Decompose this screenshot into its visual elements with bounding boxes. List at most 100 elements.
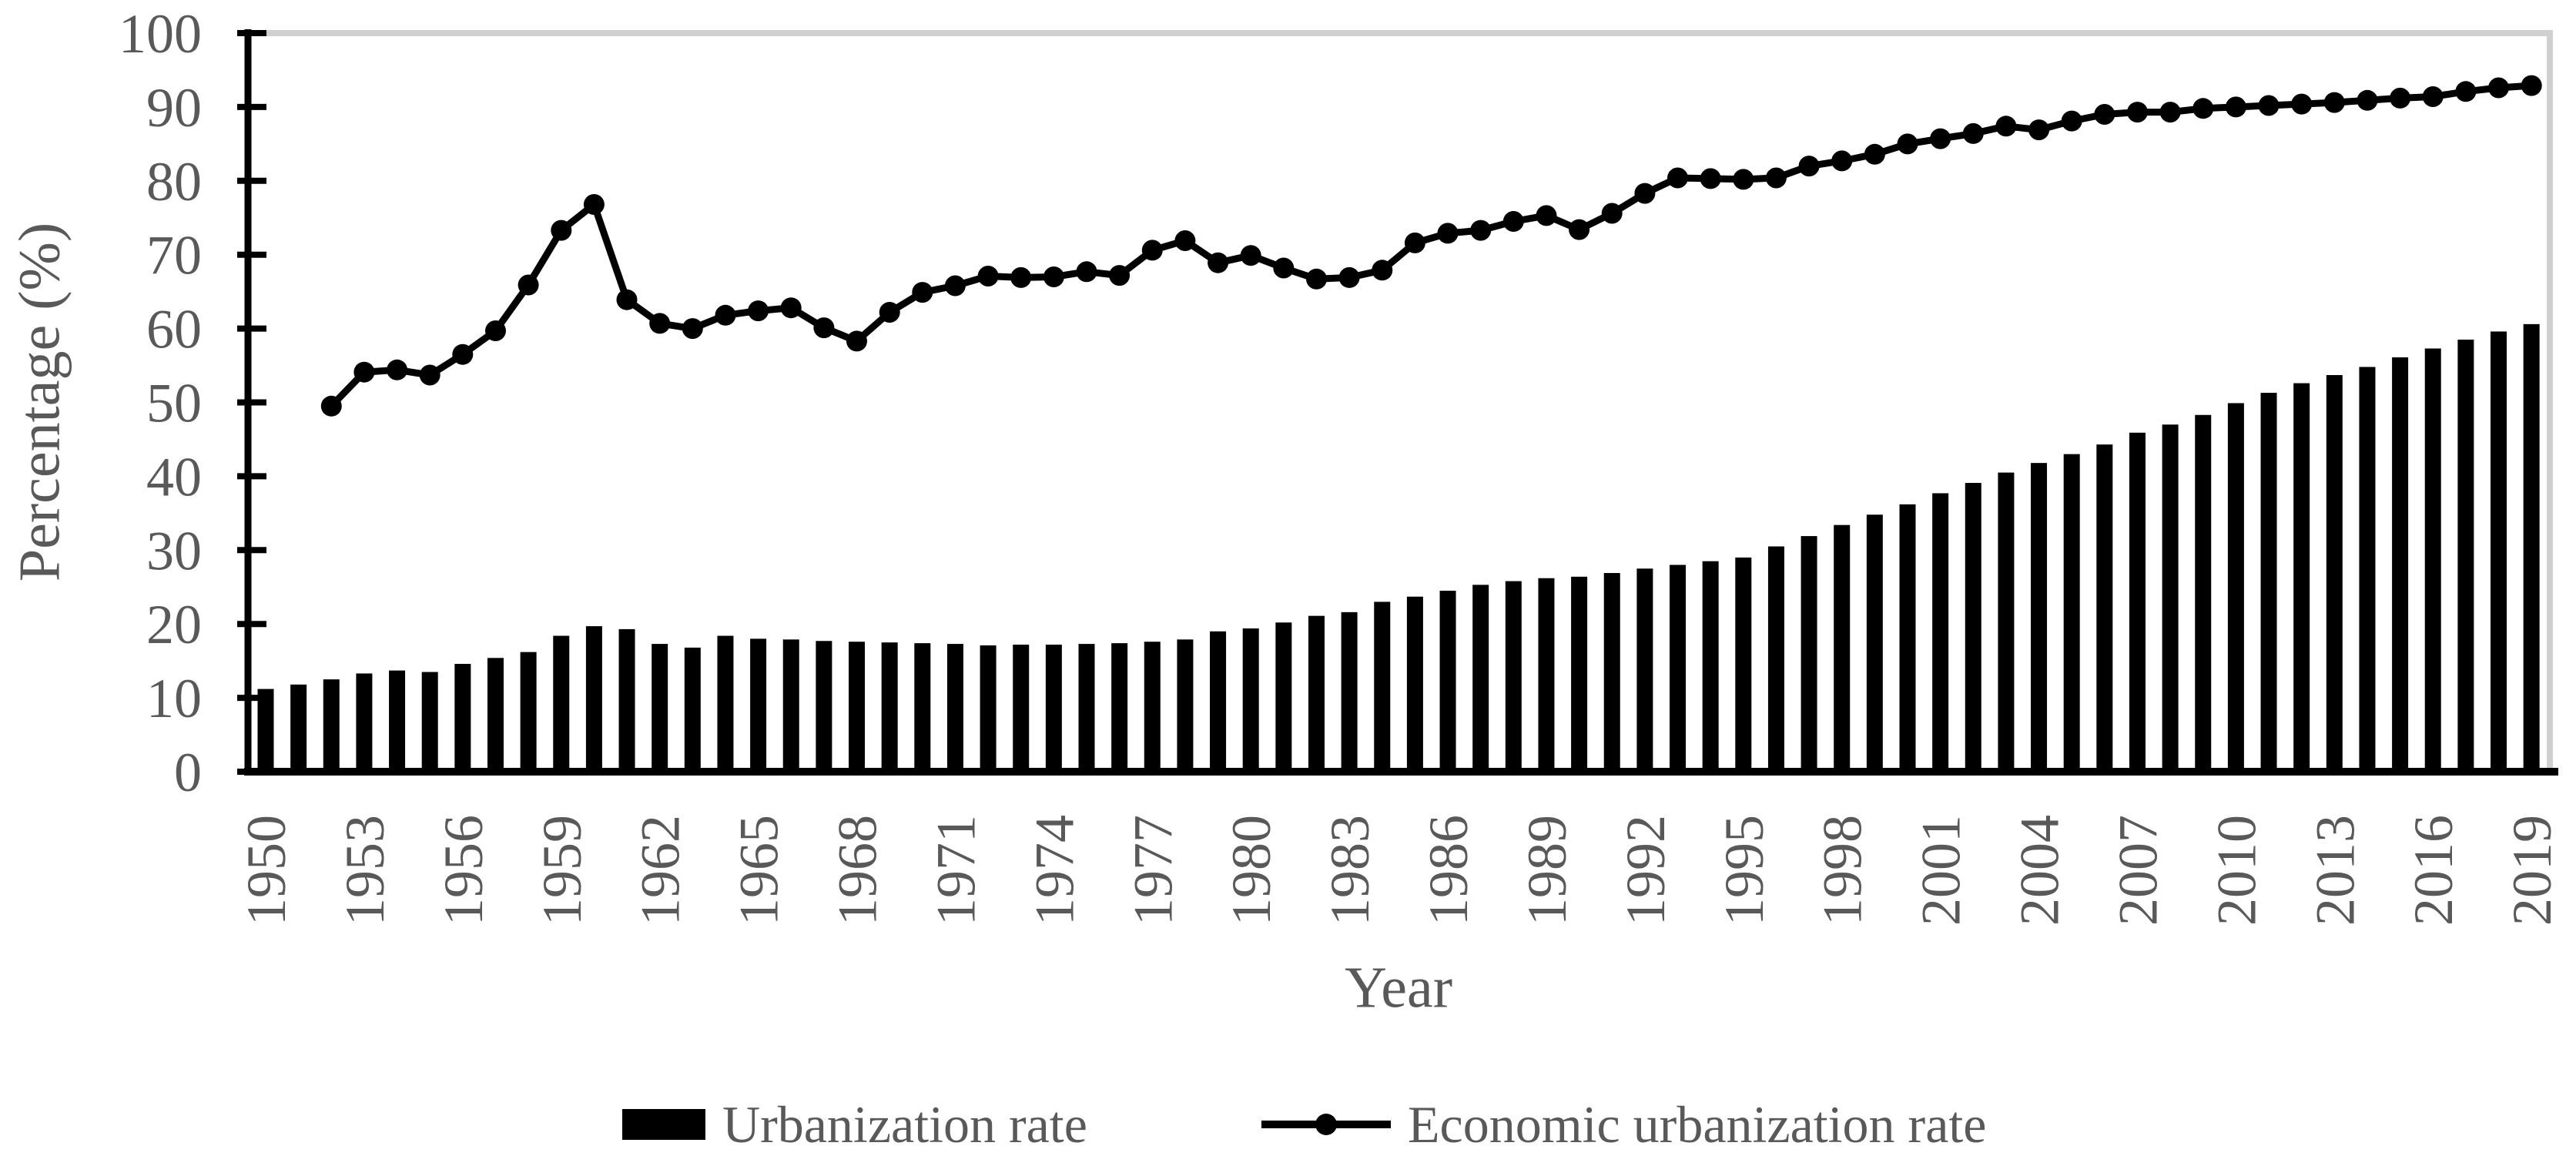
bar-1974 bbox=[1045, 645, 1062, 772]
line-marker bbox=[846, 330, 867, 352]
line-marker bbox=[452, 343, 474, 365]
x-tick-label: 1965 bbox=[729, 815, 790, 926]
y-tick-label: 10 bbox=[146, 668, 202, 729]
line-marker bbox=[2127, 102, 2148, 123]
bar-1962 bbox=[652, 644, 668, 772]
line-marker bbox=[1536, 205, 1557, 226]
x-tick-label: 2004 bbox=[2009, 815, 2071, 926]
line-marker bbox=[2488, 77, 2509, 99]
line-marker bbox=[1569, 219, 1590, 240]
x-tick-label: 1992 bbox=[1615, 815, 1677, 926]
x-tick-label: 2007 bbox=[2108, 815, 2169, 926]
bar-1997 bbox=[1801, 536, 1817, 772]
bar-1992 bbox=[1636, 568, 1653, 772]
legend-item-economic-urbanization-rate: Economic urbanization rate bbox=[1261, 1095, 1986, 1154]
x-tick-label: 1977 bbox=[1122, 815, 1184, 926]
line-marker bbox=[977, 266, 999, 286]
bar-1958 bbox=[520, 652, 537, 772]
bar-1951 bbox=[290, 684, 307, 772]
line-marker bbox=[879, 302, 900, 323]
line-marker bbox=[1010, 266, 1032, 288]
y-tick-label: 60 bbox=[146, 299, 202, 360]
x-tick-label: 2016 bbox=[2403, 815, 2464, 926]
bar-1972 bbox=[980, 645, 997, 772]
bar-2006 bbox=[2096, 444, 2113, 772]
line-marker bbox=[1930, 128, 1951, 149]
x-tick-label: 1968 bbox=[827, 815, 889, 926]
x-tick-label: 2013 bbox=[2304, 815, 2366, 926]
x-tick-label: 1995 bbox=[1713, 815, 1775, 926]
bar-1970 bbox=[914, 643, 931, 772]
bar-1995 bbox=[1735, 557, 1752, 772]
line-marker bbox=[2094, 104, 2115, 125]
bar-2007 bbox=[2129, 432, 2146, 772]
y-tick-label: 90 bbox=[146, 77, 202, 139]
x-tick-label: 2019 bbox=[2501, 815, 2563, 926]
bar-1968 bbox=[849, 642, 866, 772]
line-marker bbox=[912, 282, 933, 303]
line-marker bbox=[1962, 122, 1984, 144]
line-marker bbox=[2028, 119, 2050, 141]
line-marker bbox=[813, 317, 835, 339]
x-tick-label: 1956 bbox=[433, 815, 494, 926]
line-marker bbox=[682, 318, 703, 340]
bar-2002 bbox=[1965, 483, 1981, 772]
y-axis-title: Percentage (%) bbox=[7, 222, 72, 582]
x-tick-label: 1989 bbox=[1516, 815, 1578, 926]
x-tick-label: 1962 bbox=[630, 815, 692, 926]
x-tick-label: 1953 bbox=[334, 815, 396, 926]
bar-1991 bbox=[1603, 573, 1620, 772]
legend-label-economic-urbanization-rate: Economic urbanization rate bbox=[1408, 1094, 1987, 1154]
bar-1994 bbox=[1702, 561, 1719, 772]
line-marker bbox=[2455, 81, 2477, 102]
bar-2001 bbox=[1932, 493, 1949, 772]
line-marker bbox=[1273, 257, 1295, 279]
line-marker bbox=[1798, 156, 1820, 177]
line-marker bbox=[1043, 266, 1064, 287]
line-marker bbox=[2323, 92, 2345, 113]
bar-1996 bbox=[1767, 546, 1784, 772]
line-marker bbox=[1733, 169, 1754, 190]
x-tick-label: 1983 bbox=[1319, 815, 1381, 926]
bar-2018 bbox=[2491, 331, 2507, 772]
bar-2010 bbox=[2227, 403, 2244, 772]
bar-1960 bbox=[585, 626, 602, 772]
bar-2000 bbox=[1899, 504, 1916, 772]
bar-1988 bbox=[1505, 581, 1522, 772]
bar-1965 bbox=[750, 638, 767, 772]
bar-1971 bbox=[946, 644, 963, 772]
bar-1977 bbox=[1144, 642, 1161, 772]
y-tick-label: 40 bbox=[146, 446, 202, 508]
x-tick-label: 2010 bbox=[2206, 815, 2267, 926]
y-tick-label: 20 bbox=[146, 594, 202, 655]
y-tick-label: 70 bbox=[146, 225, 202, 286]
x-tick-label: 1950 bbox=[236, 815, 297, 926]
bar-2015 bbox=[2392, 357, 2409, 772]
bar-1967 bbox=[816, 641, 832, 772]
line-marker bbox=[320, 395, 342, 417]
line-marker bbox=[715, 304, 736, 326]
bar-1957 bbox=[487, 658, 504, 772]
line-marker bbox=[2192, 98, 2214, 119]
bar-2017 bbox=[2457, 339, 2474, 772]
x-tick-label: 1980 bbox=[1221, 815, 1282, 926]
bar-2019 bbox=[2523, 323, 2540, 772]
line-marker bbox=[649, 313, 671, 334]
line-marker bbox=[387, 359, 408, 380]
line-marker bbox=[583, 194, 605, 215]
bar-1961 bbox=[618, 628, 635, 772]
x-tick-label: 1986 bbox=[1418, 815, 1479, 926]
bar-1987 bbox=[1472, 585, 1489, 772]
bar-2014 bbox=[2359, 367, 2376, 772]
line-marker bbox=[616, 289, 638, 310]
legend-bar-swatch bbox=[622, 1109, 705, 1140]
bar-1973 bbox=[1013, 645, 1030, 772]
line-marker bbox=[748, 300, 769, 322]
bar-1963 bbox=[684, 647, 701, 772]
bar-1985 bbox=[1406, 596, 1423, 772]
y-tick-label: 50 bbox=[146, 373, 202, 434]
line-marker bbox=[1470, 219, 1492, 241]
line-marker bbox=[2357, 89, 2378, 111]
bar-1986 bbox=[1439, 591, 1456, 772]
x-tick-label: 2001 bbox=[1911, 815, 1972, 926]
